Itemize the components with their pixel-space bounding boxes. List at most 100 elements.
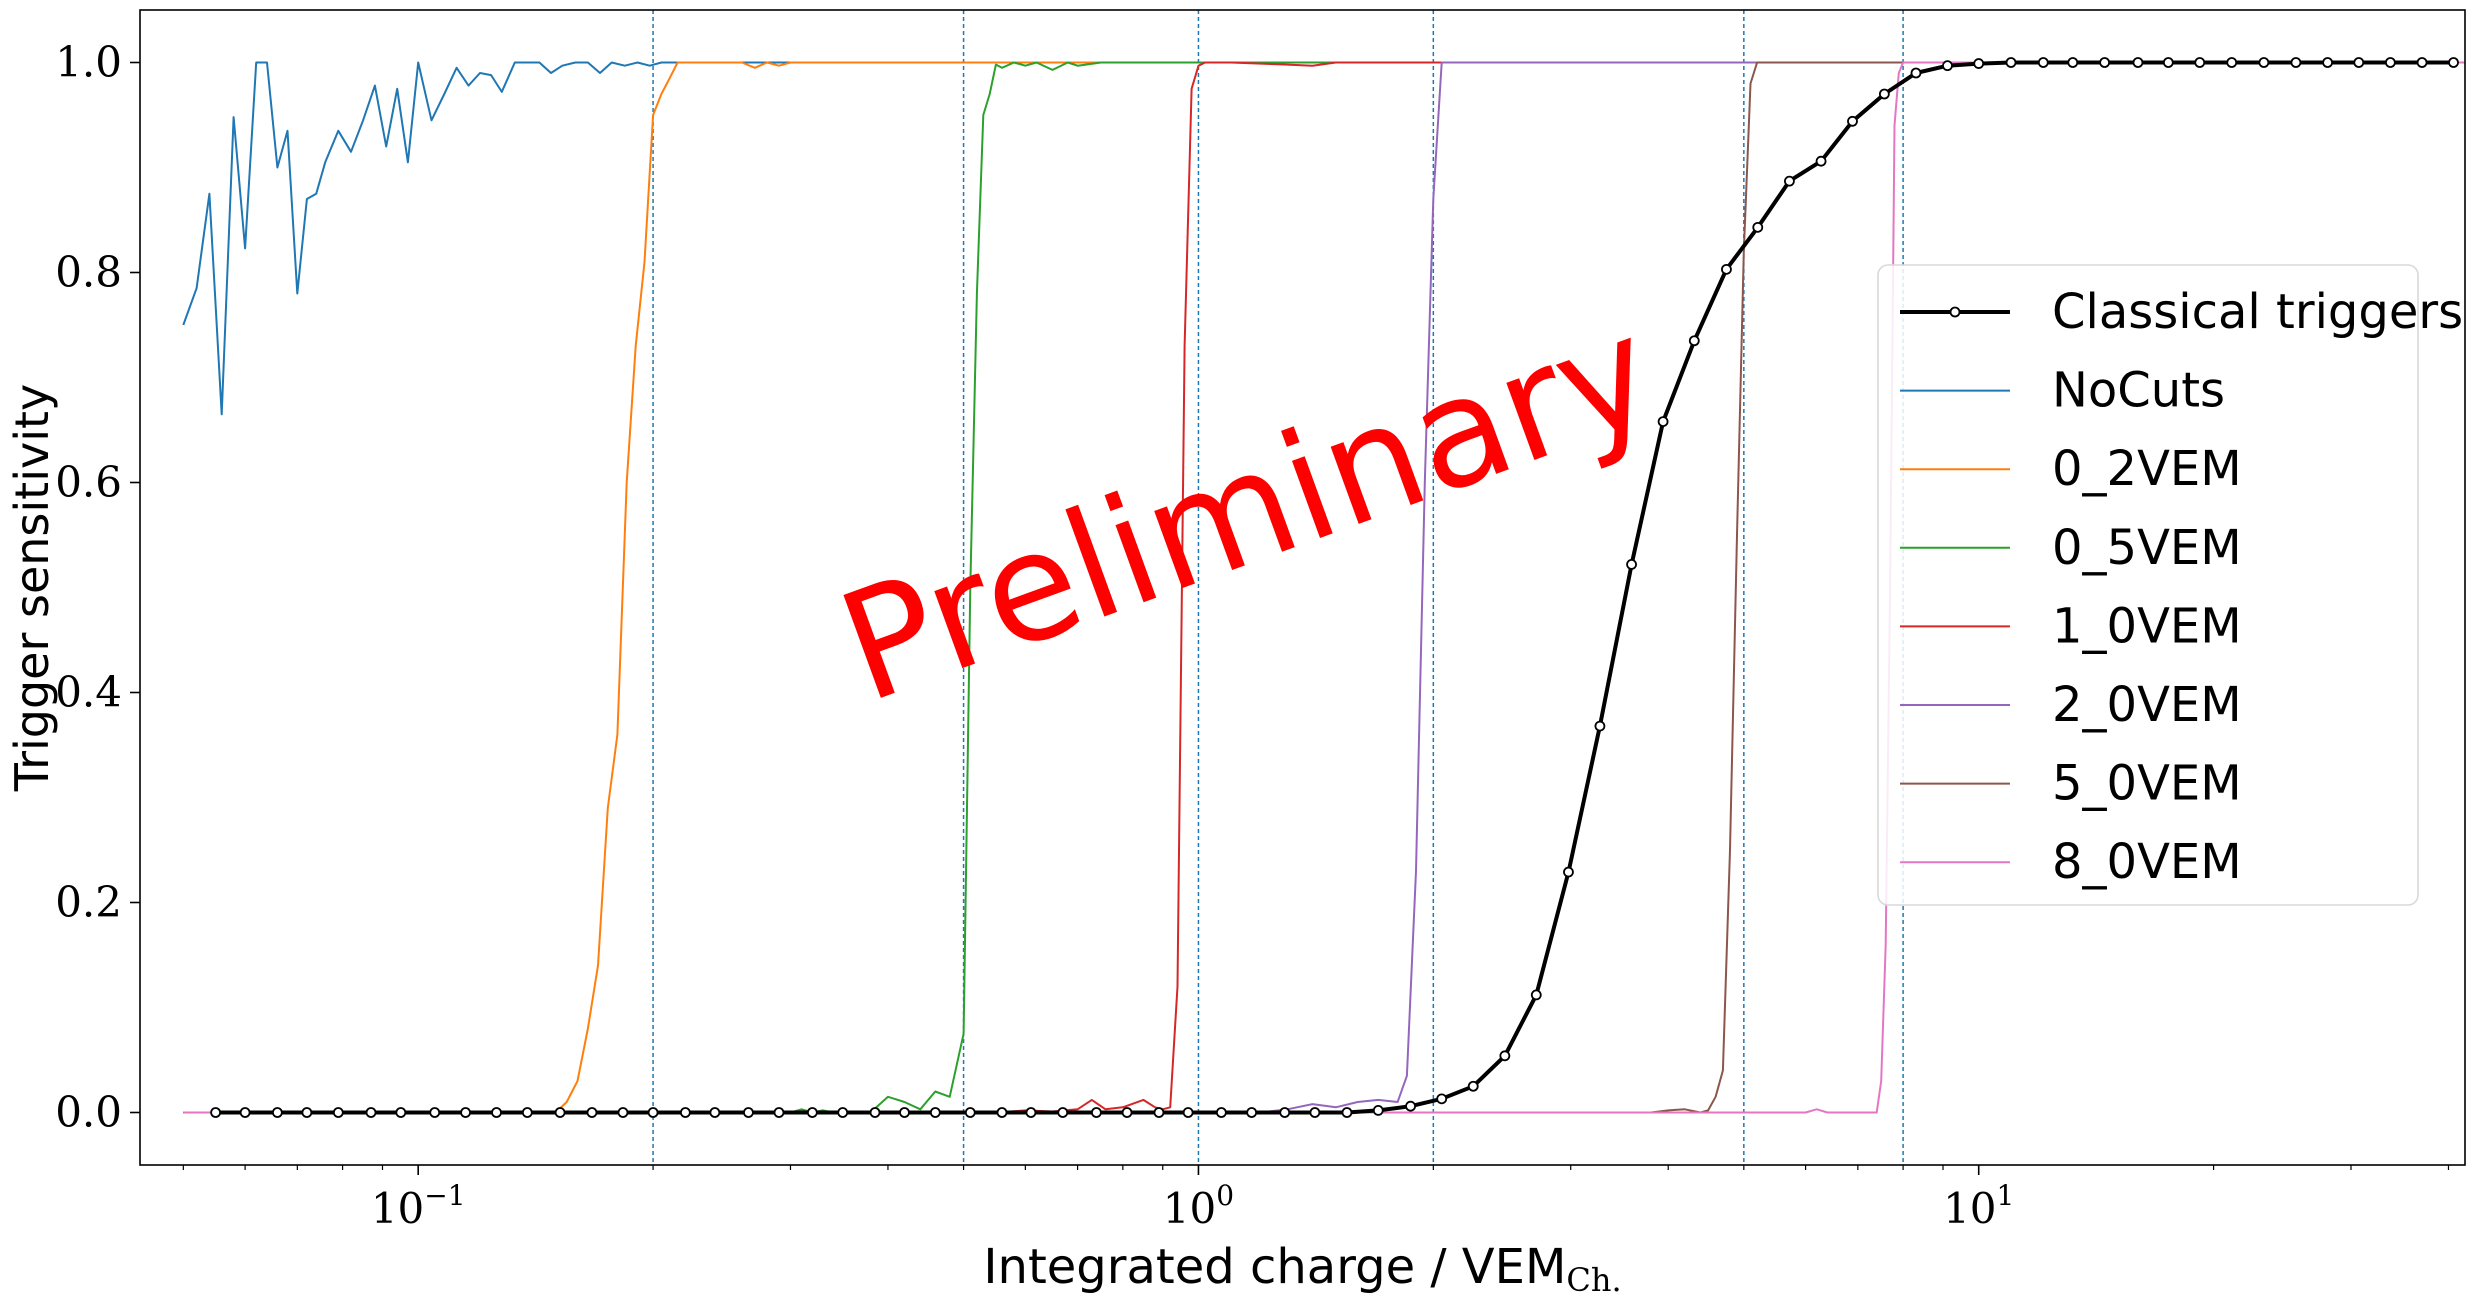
- y-tick-label: 1.0: [55, 38, 122, 87]
- series-line: [183, 61, 2465, 1114]
- series-point: [929, 1107, 941, 1118]
- series-point: [899, 1107, 910, 1118]
- series-point: [1341, 1107, 1353, 1118]
- x-tick-base: 10: [1943, 1184, 1996, 1233]
- series-point: [1025, 1107, 1037, 1118]
- series-line: [183, 61, 2465, 1114]
- series-line: [183, 61, 2465, 1114]
- series-point: [1436, 1093, 1448, 1105]
- series-point: [586, 1107, 598, 1118]
- series-point: [709, 1107, 721, 1118]
- y-axis-label: Trigger sensitivity: [5, 384, 59, 793]
- series-point: [429, 1107, 441, 1118]
- series-point: [1973, 58, 1985, 69]
- y-tick-label: 0.2: [55, 878, 122, 927]
- plot-frame: [139, 9, 2466, 1166]
- legend-label: 0_2VEM: [2052, 441, 2242, 497]
- series-point: [837, 1107, 849, 1118]
- series-point: [365, 1107, 377, 1118]
- series-point: [1309, 1107, 1321, 1118]
- series-point: [1530, 989, 1542, 1001]
- series-point: [2099, 57, 2111, 68]
- series-point: [2132, 57, 2144, 68]
- series-point: [806, 1107, 818, 1118]
- series-point: [2353, 57, 2365, 68]
- series-point: [679, 1107, 691, 1118]
- series-line: [183, 61, 2465, 1114]
- series-point: [1942, 60, 1953, 72]
- series-point: [1657, 416, 1669, 428]
- y-tick-label: 0.0: [55, 1088, 122, 1137]
- series-point: [460, 1107, 471, 1118]
- series-point: [2162, 57, 2174, 68]
- series-point: [1847, 115, 1858, 127]
- series-point: [1626, 559, 1637, 570]
- series-point: [521, 1107, 533, 1118]
- series-point: [743, 1107, 754, 1118]
- series-point: [1279, 1107, 1291, 1118]
- series-point: [2005, 57, 2017, 68]
- x-tick-base: 10: [1163, 1184, 1216, 1233]
- series-point: [1091, 1107, 1102, 1118]
- x-tick-label: 100: [1163, 1179, 1234, 1233]
- series-point: [332, 1107, 344, 1118]
- x-axis-label-main: Integrated charge / VEM: [983, 1239, 1566, 1294]
- series-point: [2416, 57, 2428, 68]
- series-point: [2322, 57, 2334, 68]
- x-axis-label: Integrated charge / VEMCh.: [983, 1239, 1621, 1294]
- series-point: [395, 1107, 407, 1118]
- series-point: [647, 1107, 659, 1118]
- series-point: [491, 1107, 502, 1118]
- series-point: [271, 1107, 283, 1118]
- y-tick-label: 0.4: [55, 668, 122, 717]
- series-point: [964, 1107, 976, 1118]
- series-point: [1878, 88, 1890, 100]
- x-tick-base: 10: [371, 1184, 424, 1233]
- y-tick-label: 0.8: [55, 248, 122, 297]
- series-point: [239, 1107, 251, 1118]
- x-tick-label: 10−1: [371, 1179, 466, 1233]
- series-line: [183, 61, 2465, 1114]
- series-point: [1815, 155, 1827, 167]
- series-point: [1499, 1050, 1511, 1062]
- series-point: [2290, 57, 2302, 68]
- legend: Classical triggers NoCuts 0_2VEM 0_5VEM 1_0V…: [1877, 264, 2463, 906]
- legend-label: NoCuts: [2052, 363, 2225, 419]
- series-point: [1752, 221, 1764, 233]
- series-point: [773, 1107, 785, 1118]
- series-point: [1784, 175, 1795, 187]
- series-point: [869, 1107, 881, 1118]
- series-point: [1215, 1107, 1227, 1118]
- x-tick-exponent: −1: [424, 1179, 465, 1212]
- series-point: [1594, 720, 1606, 732]
- series-point: [996, 1107, 1008, 1118]
- series-point: [617, 1107, 629, 1118]
- legend-marker: [1949, 306, 1961, 318]
- series-point: [2258, 57, 2270, 68]
- legend-label: 1_0VEM: [2052, 598, 2242, 654]
- series-point: [2194, 57, 2206, 68]
- legend-label: 0_5VEM: [2052, 520, 2242, 576]
- series-point: [1467, 1080, 1479, 1092]
- legend-box: [1877, 264, 2419, 906]
- series-point: [1563, 866, 1574, 878]
- series-point: [1405, 1100, 1416, 1112]
- series-point: [1246, 1107, 1258, 1118]
- x-tick-label: 101: [1943, 1179, 2014, 1233]
- series-point: [2384, 57, 2396, 68]
- series-point: [210, 1107, 222, 1118]
- series-point: [1153, 1107, 1165, 1118]
- series-point: [1372, 1105, 1384, 1116]
- series-point: [2448, 57, 2459, 68]
- series-point: [1910, 67, 1922, 79]
- x-tick-exponent: 1: [1997, 1179, 2015, 1212]
- series-point: [1121, 1107, 1133, 1118]
- series-point: [2037, 57, 2049, 68]
- x-tick-exponent: 0: [1216, 1179, 1234, 1212]
- x-axis-label-subscript: Ch.: [1566, 1261, 1621, 1294]
- legend-label: 2_0VEM: [2052, 677, 2242, 733]
- legend-label: Classical triggers: [2052, 284, 2463, 340]
